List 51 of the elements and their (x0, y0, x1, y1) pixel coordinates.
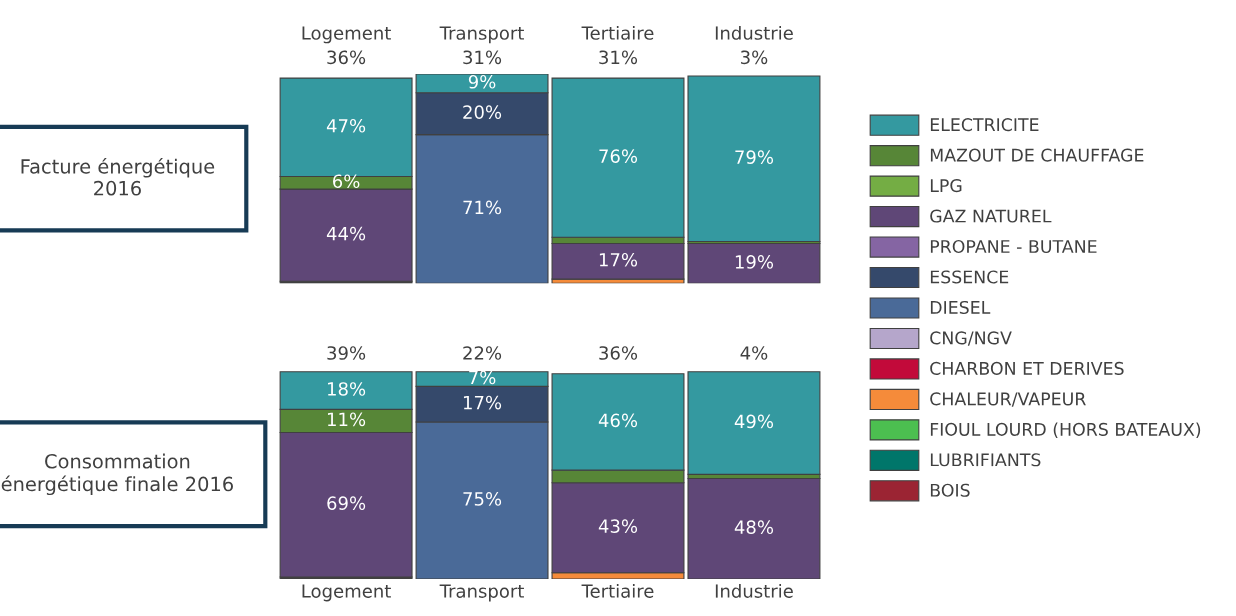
data-label: 6% (333, 174, 360, 189)
legend-label: DIESEL (930, 300, 991, 315)
text: 31% (599, 50, 638, 65)
y-axis-title: Consommation énergétique finale 2016 (1, 453, 233, 496)
text: 3% (741, 50, 768, 65)
data-label: 18% (328, 382, 366, 396)
data-label: 76% (599, 149, 638, 163)
data-label: 7% (469, 370, 496, 385)
legend-label: CNG/NGV (930, 331, 1012, 346)
legend-label: LUBRIFIANTS (930, 453, 1041, 467)
x-tick-label: Industrie (715, 25, 793, 40)
data-label: 19% (735, 255, 774, 269)
data-label: 9% (468, 74, 496, 89)
data-label: 17% (599, 252, 638, 267)
x-tick-label: Transport (439, 584, 524, 602)
data-label: 79% (735, 150, 774, 164)
data-label: 71% (463, 200, 502, 215)
legend-label: GAZ NATUREL (930, 209, 1052, 223)
legend-label: FIOUL LOURD (HORS BATEAUX) (930, 422, 1201, 438)
data-label: 49% (734, 414, 774, 429)
data-label: 46% (598, 413, 638, 428)
x-tick-label: Transport (439, 26, 524, 44)
legend-label: MAZOUT DE CHAUFFAGE (930, 148, 1144, 162)
text: 22% (463, 346, 502, 360)
text: 31% (463, 50, 502, 65)
text: 39% (327, 346, 366, 360)
legend-label: CHARBON ET DERIVES (930, 361, 1124, 375)
data-label: 75% (463, 492, 502, 506)
data-label: 43% (598, 519, 638, 533)
legend-label: ELECTRICITE (930, 118, 1039, 132)
data-label: 44% (326, 226, 366, 241)
data-label: 47% (326, 118, 366, 133)
legend-label: CHALEUR/VAPEUR (930, 392, 1086, 407)
legend-label: BOIS (930, 483, 970, 497)
text: 4% (740, 346, 768, 360)
x-tick-label: Industrie (715, 583, 793, 598)
x-tick-label: Logement (302, 26, 391, 44)
x-tick-label: Tertiaire (581, 583, 654, 598)
legend-label: LPG (930, 179, 962, 193)
x-tick-label: Logement (302, 584, 391, 602)
text: 36% (599, 346, 638, 360)
x-tick-label: Tertiaire (581, 25, 654, 40)
data-label: 69% (327, 496, 366, 510)
data-label: 17% (463, 395, 502, 410)
data-label: 20% (463, 105, 502, 119)
data-label: 48% (734, 520, 774, 535)
data-label: 11% (328, 412, 366, 427)
text: 36% (327, 50, 366, 65)
y-axis-title: Facture énergétique 2016 (21, 157, 215, 196)
legend-label: ESSENCE (930, 270, 1009, 284)
legend-label: PROPANE - BUTANE (930, 239, 1097, 254)
